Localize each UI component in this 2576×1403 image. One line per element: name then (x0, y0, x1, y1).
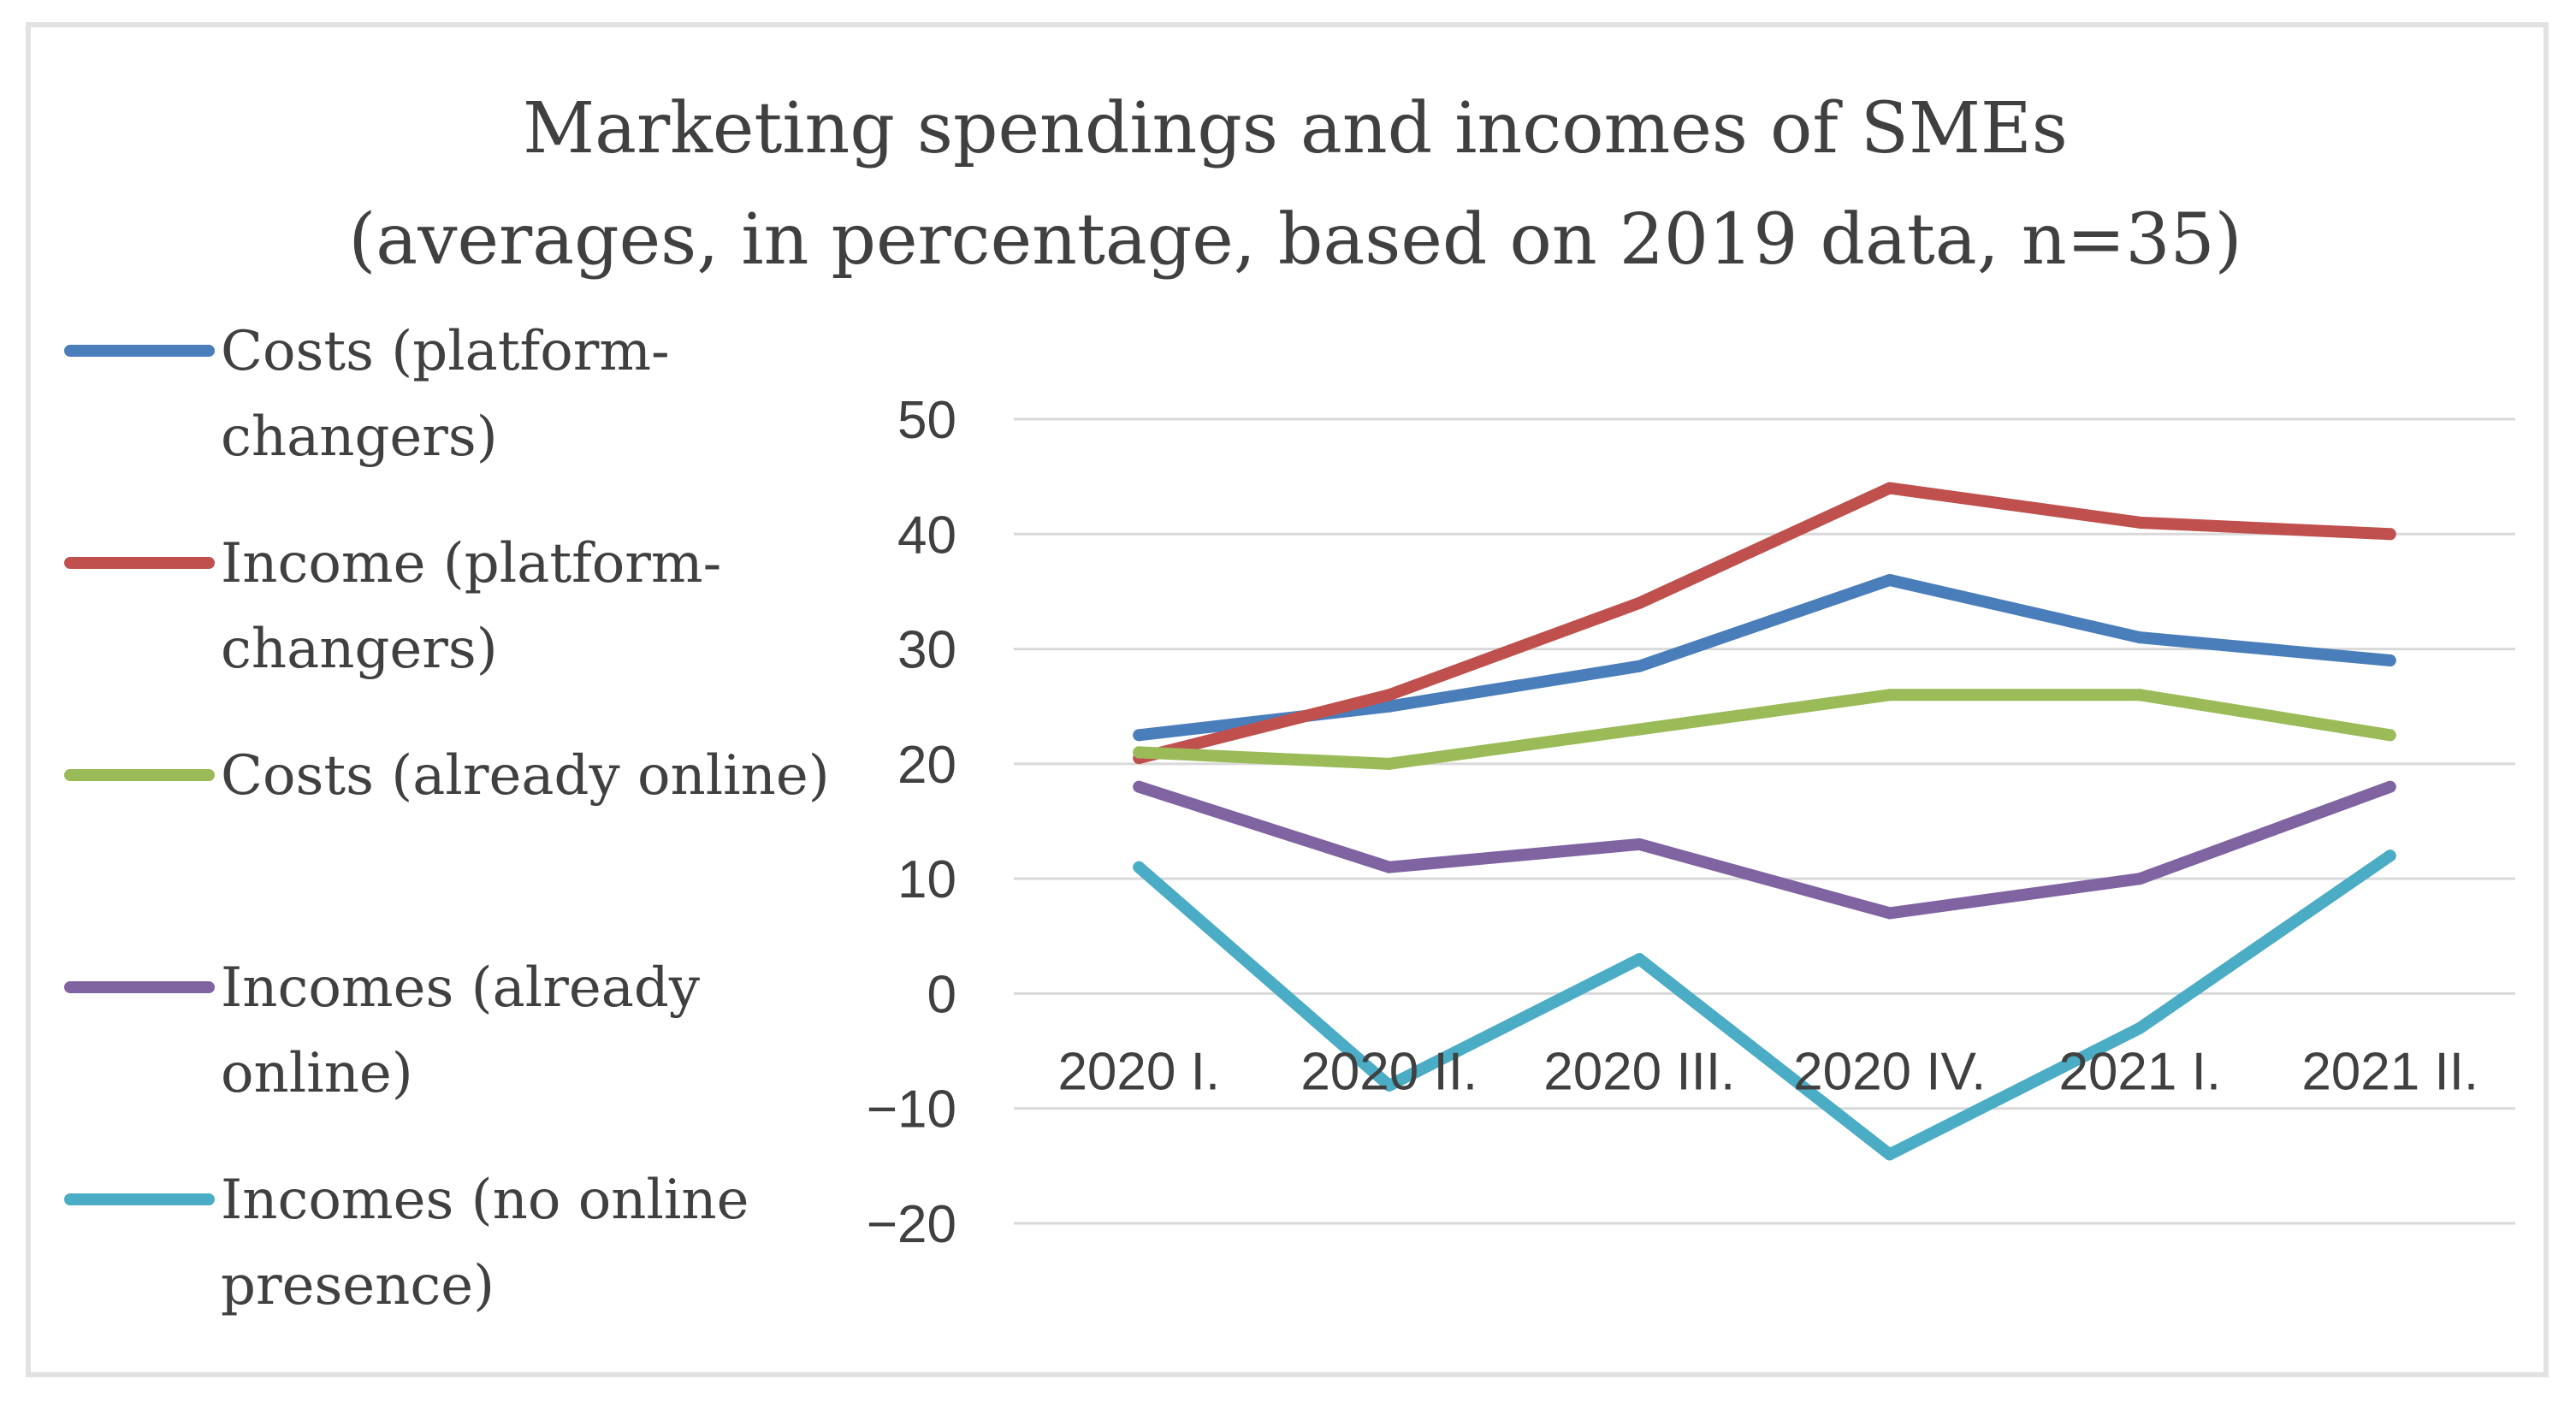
data-point (1633, 596, 1646, 609)
legend-label: Incomes (no online (221, 1169, 749, 1232)
data-point (1383, 689, 1395, 702)
y-tick-label: −20 (867, 1195, 956, 1254)
series-line-5 (1133, 849, 2396, 1161)
data-point (1883, 574, 1896, 586)
data-point (1133, 746, 1146, 759)
data-point (1883, 689, 1896, 702)
data-point (2384, 654, 2396, 666)
data-point (1133, 780, 1146, 793)
data-point (1633, 723, 1646, 736)
legend-label: presence) (221, 1254, 494, 1317)
legend-label: changers) (221, 406, 498, 469)
y-tick-label: 40 (897, 506, 956, 565)
legend-label: Costs (platform- (221, 320, 670, 383)
data-point (2384, 849, 2396, 862)
series-line-4 (1133, 780, 2396, 920)
y-tick-label: 0 (927, 965, 956, 1024)
series-line-3 (1133, 689, 2396, 770)
data-point (1883, 1148, 1896, 1161)
data-point (1883, 482, 1896, 494)
legend-label: changers) (221, 618, 498, 681)
data-point (1883, 907, 1896, 920)
y-tick-label: 20 (897, 736, 956, 795)
data-point (2134, 873, 2147, 885)
data-point (2384, 780, 2396, 793)
data-point (2134, 1021, 2147, 1034)
legend-label: Incomes (already (221, 956, 700, 1020)
x-axis: 2020 I. 2020 II. 2020 III. 2020 IV. 2021 I. 2… (1057, 1042, 2478, 1101)
data-point (1383, 861, 1395, 873)
y-tick-label: −10 (867, 1080, 956, 1140)
data-point (1633, 660, 1646, 672)
x-tick-label: 2020 III. (1543, 1042, 1735, 1101)
y-tick-label: 30 (897, 621, 956, 680)
plot-area (1133, 482, 2396, 1161)
y-tick-label: 10 (897, 850, 956, 909)
x-tick-label: 2021 I. (2058, 1042, 2221, 1101)
legend-label: Costs (already online) (221, 744, 830, 808)
x-tick-label: 2020 II. (1300, 1042, 1477, 1101)
data-point (1633, 838, 1646, 850)
data-point (2384, 729, 2396, 742)
x-tick-label: 2021 II. (2301, 1042, 2478, 1101)
data-point (2384, 528, 2396, 541)
chart-title: Marketing spendings and incomes of SMEs (523, 88, 2068, 169)
y-axis: 50 40 30 20 10 0 −10 −20 (867, 391, 956, 1254)
data-point (1633, 953, 1646, 966)
legend-label: Income (platform- (221, 532, 721, 595)
data-point (1383, 757, 1395, 770)
data-point (1133, 729, 1146, 742)
data-point (2134, 689, 2147, 702)
data-point (1383, 700, 1395, 713)
legend-label: online) (221, 1042, 413, 1105)
chart-subtitle: (averages, in percentage, based on 2019 … (348, 199, 2241, 281)
x-tick-label: 2020 IV. (1793, 1042, 1986, 1101)
data-point (2134, 516, 2147, 529)
legend: Costs (platform-changers) Income (platfor… (64, 320, 830, 1317)
x-tick-label: 2020 I. (1057, 1042, 1220, 1101)
y-tick-label: 50 (897, 391, 956, 450)
data-point (2134, 631, 2147, 644)
data-point (1383, 1079, 1395, 1092)
series-line-2 (1133, 482, 2396, 765)
data-point (1133, 861, 1146, 873)
